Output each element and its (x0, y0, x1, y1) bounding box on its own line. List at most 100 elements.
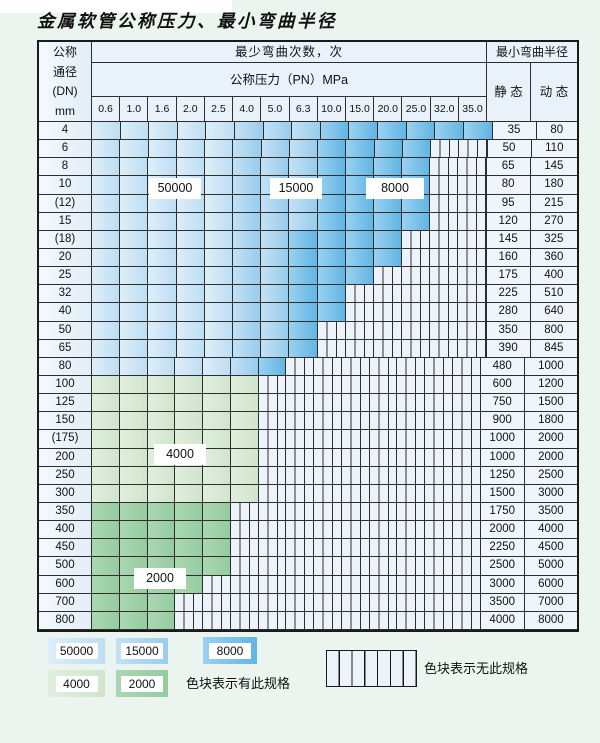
no-spec-cell (452, 521, 481, 540)
no-spec-cell (286, 502, 315, 522)
cycle-cell (203, 357, 231, 376)
no-spec-cell (425, 430, 453, 449)
dn-cell: 100 (39, 375, 92, 395)
no-spec-cell (402, 230, 431, 249)
no-spec-cell (425, 375, 453, 395)
no-spec-cell (373, 321, 403, 340)
pressure-header-cell: 6.3 (289, 97, 318, 122)
dynamic-radius-cell: 325 (530, 230, 577, 249)
cycle-cell (120, 285, 149, 304)
no-spec-cell (459, 140, 488, 159)
cycle-cell (402, 158, 431, 177)
no-spec-cell (430, 212, 459, 231)
cycle-cell (119, 502, 148, 522)
cycle-cell (175, 357, 204, 376)
cycle-cell (230, 357, 259, 376)
no-spec-cell (175, 593, 204, 612)
no-spec-cell (314, 375, 342, 395)
no-spec-cell (286, 375, 315, 395)
legend-label-50000: 50000 (55, 643, 98, 659)
no-spec-cell (369, 484, 398, 503)
dynamic-radius-cell: 1500 (524, 394, 578, 413)
cycle-cell (92, 158, 121, 177)
no-spec-cell (397, 375, 426, 395)
scan-white-strip (0, 0, 232, 13)
no-spec-cell (203, 611, 231, 630)
cycle-cell (119, 466, 148, 485)
cycle-cell (148, 230, 177, 249)
cycle-cell (148, 321, 177, 340)
no-spec-cell (430, 285, 459, 304)
table-row: 20 160 360 (39, 248, 577, 268)
cycle-cell (261, 230, 290, 249)
header-static-dynamic-row: 静 态 动 态 (487, 63, 577, 122)
cycle-label-8000: 8000 (366, 178, 424, 199)
dn-cell: 700 (39, 593, 92, 612)
no-spec-cell (425, 448, 453, 467)
pressure-values-row: 0.6 1.0 1.6 2.0 2.5 4.0 5.0 6.3 10.0 15.0 20.0 25.0… (92, 97, 488, 122)
cycle-cell (230, 448, 259, 467)
legend-swatch-2000: 2000 (116, 670, 168, 697)
cycle-cell (176, 303, 205, 322)
no-spec-cell (314, 575, 342, 594)
table-row: (18) 145 325 (39, 230, 577, 249)
no-spec-cell (430, 194, 459, 213)
cycle-cell (435, 122, 464, 141)
cycle-cell (175, 484, 204, 503)
cycle-cell (203, 448, 231, 467)
no-spec-cell (286, 466, 315, 485)
no-spec-cell (286, 575, 315, 594)
no-spec-cell (458, 248, 487, 268)
no-spec-cell (458, 321, 487, 340)
cycle-cell (92, 122, 121, 141)
table-row: (12) 95 215 (39, 194, 577, 213)
table-row: 800 4000 8000 (39, 611, 578, 630)
pressure-header-cell: 35.0 (458, 97, 488, 122)
static-radius-cell: 1500 (480, 484, 525, 503)
cycle-cell (232, 267, 262, 286)
no-spec-cell (345, 285, 374, 304)
no-spec-cell (373, 285, 403, 304)
no-spec-cell (341, 521, 370, 540)
no-spec-cell (258, 521, 287, 540)
no-spec-cell (452, 448, 481, 467)
cycle-cell (406, 122, 436, 141)
cycle-cell (147, 593, 176, 612)
cycle-cell (92, 448, 120, 467)
cycle-cell (92, 375, 120, 395)
no-spec-cell (286, 448, 315, 467)
no-spec-cell (230, 611, 259, 630)
cycle-cell (317, 248, 346, 268)
legend-label-4000: 4000 (55, 675, 98, 692)
cycle-cell (203, 466, 231, 485)
no-spec-cell (258, 611, 287, 630)
cycle-cell (317, 212, 346, 231)
no-spec-cell (397, 611, 426, 630)
cycle-cell (317, 267, 346, 286)
legend-label-2000: 2000 (121, 675, 163, 692)
no-spec-cell (341, 412, 370, 431)
no-spec-cell (341, 539, 370, 558)
no-spec-cell (452, 357, 481, 376)
cycle-cell (120, 321, 149, 340)
no-spec-cell (369, 539, 398, 558)
cycle-cell (92, 412, 120, 431)
pressure-header-cell: 0.6 (92, 97, 121, 122)
no-spec-cell (230, 502, 259, 522)
no-spec-cell (369, 557, 398, 576)
dynamic-radius-cell: 1200 (524, 375, 578, 395)
no-spec-cell (452, 430, 481, 449)
cycle-cell (289, 321, 318, 340)
no-spec-cell (397, 357, 426, 376)
cycle-cell (289, 230, 318, 249)
cycle-cell (120, 194, 149, 213)
static-radius-cell: 3500 (480, 593, 525, 612)
cycle-cell (92, 593, 120, 612)
table-row: 700 3500 7000 (39, 593, 578, 612)
dn-cell: 10 (39, 176, 92, 195)
legend-swatch-50000: 50000 (48, 638, 105, 664)
cycle-cell (175, 375, 204, 395)
no-spec-cell (425, 575, 453, 594)
cycle-cell (92, 321, 121, 340)
cycle-cell (203, 521, 231, 540)
